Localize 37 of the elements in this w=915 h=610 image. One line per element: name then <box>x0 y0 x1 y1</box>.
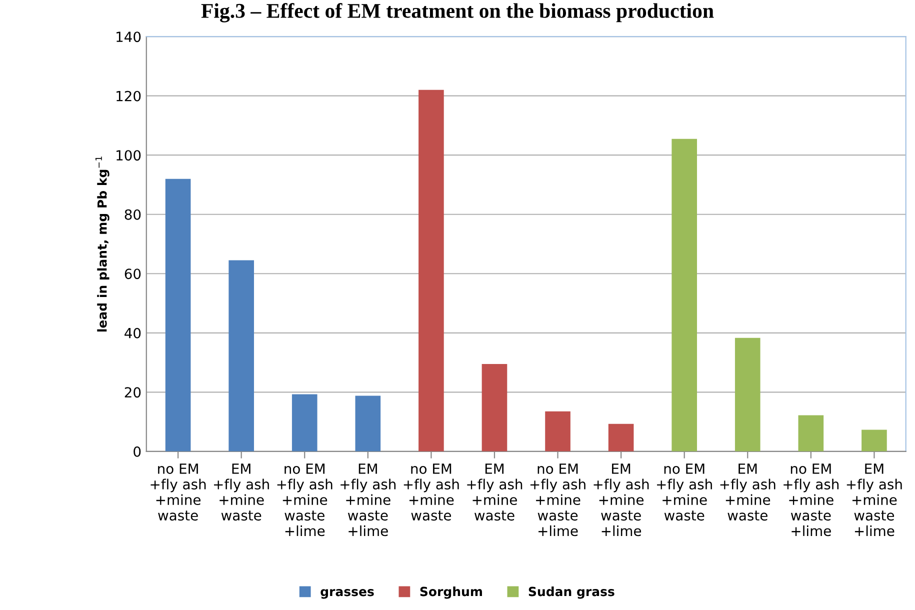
x-tick-label: no EM +fly ash +mine waste <box>404 464 459 521</box>
x-tick-label: EM +fly ash +mine waste +lime <box>846 464 902 536</box>
x-tick-label: EM +fly ash +mine waste +lime <box>340 464 396 536</box>
x-tick-label: no EM +fly ash +mine waste +lime <box>530 464 586 536</box>
x-tick-label: no EM +fly ash +mine waste <box>150 464 206 521</box>
y-tick-label: 40 <box>124 328 141 338</box>
bar <box>545 411 570 452</box>
bar <box>482 364 508 452</box>
y-tick-label: 100 <box>116 150 141 161</box>
bar <box>165 178 191 452</box>
x-tick-label: EM +fly ash +mine waste <box>720 464 776 521</box>
bar <box>734 338 760 452</box>
bar <box>798 415 824 452</box>
bar <box>292 394 318 452</box>
y-tick-label: 120 <box>116 90 141 102</box>
bar <box>418 90 444 452</box>
legend-label: Sorghum <box>420 586 482 599</box>
chart-title: Fig.3 – Effect of EM treatment on the biomass production <box>201 3 714 22</box>
x-tick-label: EM +fly ash +mine waste +lime <box>594 464 649 536</box>
y-tick-label: 80 <box>124 209 141 220</box>
y-tick-label: 0 <box>134 446 141 457</box>
x-tick-label: no EM +fly ash +mine waste +lime <box>277 464 332 536</box>
legend-label: grasses <box>320 589 374 599</box>
bar <box>355 396 381 452</box>
x-tick-label: EM +fly ash +mine waste <box>214 464 269 521</box>
y-axis-title: lead in plant, mg Pb kg$^{−1}$ <box>95 156 110 332</box>
bar <box>608 424 634 452</box>
x-tick-label: EM +fly ash +mine waste <box>467 464 522 521</box>
bar <box>228 260 254 452</box>
legend-label: Sudan grass <box>528 586 614 599</box>
y-tick-label: 140 <box>116 32 141 42</box>
y-tick-label: 20 <box>124 387 141 398</box>
y-tick-label: 60 <box>124 268 141 280</box>
bar <box>862 430 887 452</box>
x-tick-label: no EM +fly ash +mine waste +lime <box>784 464 839 536</box>
x-tick-label: no EM +fly ash +mine waste <box>657 464 712 521</box>
bar <box>672 138 697 452</box>
